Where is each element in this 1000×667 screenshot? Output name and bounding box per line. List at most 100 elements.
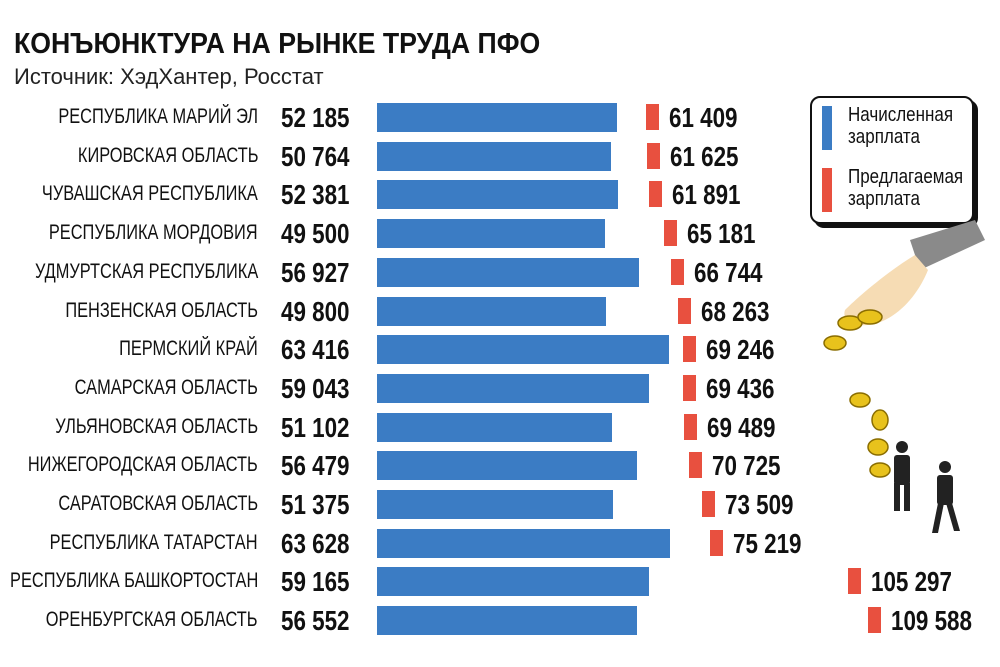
offered-value-label: 61 625	[670, 140, 739, 172]
accrued-value-label: 52 381	[281, 179, 350, 211]
accrued-value-label: 59 165	[281, 566, 350, 598]
category-label: УЛЬЯНОВСКАЯ ОБЛАСТЬ	[55, 414, 258, 438]
offered-marker	[671, 258, 685, 285]
category-label: САМАРСКАЯ ОБЛАСТЬ	[74, 375, 258, 399]
offered-value-label: 105 297	[871, 566, 953, 598]
chart-row: РЕСПУБЛИКА МОРДОВИЯ 49 500 65 181	[0, 218, 1000, 250]
legend-line: зарплата	[848, 126, 920, 148]
category-label: РЕСПУБЛИКА БАШКОРТОСТАН	[9, 569, 258, 593]
people-icon	[894, 441, 960, 533]
accrued-bar	[377, 490, 614, 519]
accrued-bar	[377, 412, 613, 442]
category-label: ПЕНЗЕНСКАЯ ОБЛАСТЬ	[65, 298, 258, 322]
accrued-bar	[377, 296, 607, 326]
category-label: РЕСПУБЛИКА ТАТАРСТАН	[50, 530, 258, 554]
sleeve-icon	[910, 220, 985, 270]
category-label: КИРОВСКАЯ ОБЛАСТЬ	[77, 143, 258, 167]
category-label: НИЖЕГОРОДСКАЯ ОБЛАСТЬ	[28, 453, 258, 477]
legend-line: Начисленная	[848, 104, 954, 126]
chart-row: РЕСПУБЛИКА МАРИЙ ЭЛ 52 185 61 409	[0, 102, 1000, 133]
accrued-bar	[377, 257, 639, 287]
accrued-bar	[377, 373, 649, 403]
legend: Начисленная зарплата Предлагаемая зарплата	[810, 96, 974, 224]
legend-line: Предлагаемая	[848, 166, 964, 188]
chart-row: НИЖЕГОРОДСКАЯ ОБЛАСТЬ 56 479 70 725	[0, 450, 1000, 482]
accrued-bar	[377, 219, 605, 249]
chart-title: КОНЪЮНКТУРА НА РЫНКЕ ТРУДА ПФО	[14, 28, 541, 60]
accrued-bar	[377, 451, 637, 481]
accrued-value-label: 51 102	[281, 411, 350, 443]
hand-coins-illustration	[823, 220, 985, 533]
chart-row: РЕСПУБЛИКА ТАТАРСТАН 63 628 75 219	[0, 527, 1000, 559]
offered-value-label: 109 588	[891, 605, 973, 637]
legend-label-accrued: Начисленная зарплата	[848, 104, 953, 148]
accrued-bar	[377, 567, 650, 597]
offered-marker	[683, 413, 697, 440]
offered-value-label: 65 181	[686, 218, 756, 250]
category-label: РЕСПУБЛИКА МАРИЙ ЭЛ	[58, 105, 258, 128]
offered-marker	[702, 491, 716, 517]
chart-row: ПЕНЗЕНСКАЯ ОБЛАСТЬ 49 800 68 263	[0, 295, 1000, 327]
offered-value-label: 70 725	[712, 450, 781, 482]
offered-marker	[647, 142, 661, 169]
legend-label-offered: Предлагаемая зарплата	[848, 166, 963, 210]
legend-swatch-offered	[822, 168, 832, 212]
offered-marker	[678, 297, 691, 324]
chart-row: УДМУРТСКАЯ РЕСПУБЛИКА 56 927 66 744	[0, 256, 1000, 288]
offered-marker	[648, 181, 662, 208]
offered-value-label: 73 509	[725, 489, 794, 520]
accrued-bar	[377, 335, 669, 365]
category-label: ПЕРМСКИЙ КРАЙ	[119, 337, 258, 361]
offered-marker	[689, 452, 703, 479]
offered-value-label: 61 409	[669, 102, 738, 133]
chart-row: РЕСПУБЛИКА БАШКОРТОСТАН 59 165 105 297	[0, 566, 1000, 598]
accrued-value-label: 59 043	[281, 372, 350, 404]
category-label: ЧУВАШСКАЯ РЕСПУБЛИКА	[42, 182, 258, 206]
accrued-value-label: 49 500	[281, 218, 350, 250]
category-label: УДМУРТСКАЯ РЕСПУБЛИКА	[34, 259, 258, 283]
offered-marker	[663, 220, 677, 247]
offered-value-label: 69 246	[705, 334, 775, 366]
coins-icon	[823, 309, 891, 478]
offered-marker	[848, 568, 862, 595]
offered-value-label: 61 891	[671, 179, 741, 211]
category-label: САРАТОВСКАЯ ОБЛАСТЬ	[58, 492, 258, 515]
accrued-bar	[377, 103, 618, 132]
offered-marker	[682, 336, 696, 363]
accrued-value-label: 56 927	[281, 256, 350, 288]
chart-source: Источник: ХэдХантер, Росстат	[14, 64, 324, 89]
accrued-value-label: 56 479	[281, 450, 350, 482]
hand-icon	[844, 255, 928, 326]
accrued-bar	[377, 141, 611, 171]
chart-row: УЛЬЯНОВСКАЯ ОБЛАСТЬ 51 102 69 489	[0, 411, 1000, 443]
chart-row: ПЕРМСКИЙ КРАЙ 63 416 69 246	[0, 334, 1000, 366]
offered-value-label: 69 436	[706, 372, 775, 404]
accrued-bar	[377, 528, 670, 558]
accrued-value-label: 63 416	[281, 334, 350, 366]
offered-value-label: 66 744	[694, 256, 763, 288]
accrued-value-label: 52 185	[281, 102, 350, 133]
chart-row: ОРЕНБУРГСКАЯ ОБЛАСТЬ 56 552 109 588	[0, 605, 1000, 637]
legend-line: зарплата	[848, 188, 920, 210]
chart-row: САРАТОВСКАЯ ОБЛАСТЬ 51 375 73 509	[0, 489, 1000, 520]
accrued-bar	[377, 180, 618, 210]
offered-marker	[868, 607, 882, 634]
offered-value-label: 68 263	[701, 295, 770, 327]
chart-row: САМАРСКАЯ ОБЛАСТЬ 59 043 69 436	[0, 372, 1000, 404]
offered-value-label: 69 489	[706, 411, 776, 443]
accrued-value-label: 51 375	[281, 489, 350, 520]
accrued-value-label: 63 628	[281, 527, 350, 559]
accrued-bar	[377, 606, 638, 636]
chart-row: ЧУВАШСКАЯ РЕСПУБЛИКА 52 381 61 891	[0, 179, 1000, 211]
chart-row: КИРОВСКАЯ ОБЛАСТЬ 50 764 61 625	[0, 140, 1000, 172]
accrued-value-label: 56 552	[281, 605, 350, 637]
accrued-value-label: 50 764	[281, 140, 350, 172]
offered-marker	[646, 104, 660, 130]
accrued-value-label: 49 800	[281, 295, 350, 327]
category-label: РЕСПУБЛИКА МОРДОВИЯ	[49, 221, 258, 245]
offered-marker	[683, 374, 697, 401]
offered-marker	[710, 529, 723, 556]
category-label: ОРЕНБУРГСКАЯ ОБЛАСТЬ	[46, 608, 258, 632]
offered-value-label: 75 219	[733, 527, 802, 559]
